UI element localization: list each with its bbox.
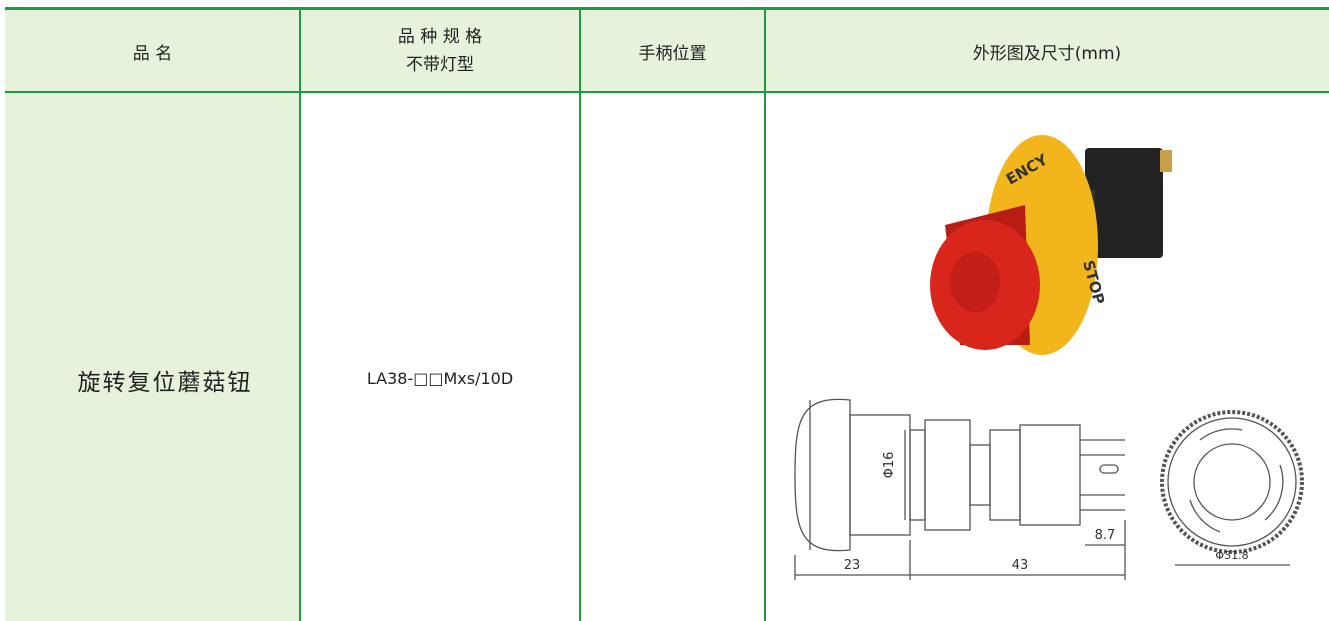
product-photo: ENCY STOP: [930, 135, 1172, 355]
dimension-label: 23: [844, 558, 861, 573]
header-text: 品 种 规 格: [397, 27, 483, 47]
first-column-background: [5, 92, 300, 621]
body-cell: 旋转复位蘑菇钮: [77, 370, 253, 396]
column-divider: [764, 10, 766, 621]
technical-drawing: [794, 398, 1304, 580]
column-divider: [579, 10, 581, 621]
header-border: [5, 91, 1329, 93]
header-background: [5, 10, 1329, 92]
header-cell: 外形图及尺寸(mm): [972, 43, 1122, 64]
header-cell: 品 名: [132, 43, 173, 64]
header-cell: 品 种 规 格 不带灯型: [300, 10, 580, 92]
top-border: [5, 7, 1329, 10]
header-cell: 手柄位置: [638, 43, 707, 64]
column-divider: [299, 10, 301, 621]
dimension-label: 43: [1012, 558, 1029, 573]
dimension-label: Φ16: [882, 452, 897, 479]
header-text: 不带灯型: [406, 55, 474, 75]
dimension-label: 8.7: [1095, 528, 1116, 543]
body-cell: LA38-□□Mxs/10D: [366, 368, 514, 388]
dimension-label: Φ31.8: [1215, 549, 1248, 562]
